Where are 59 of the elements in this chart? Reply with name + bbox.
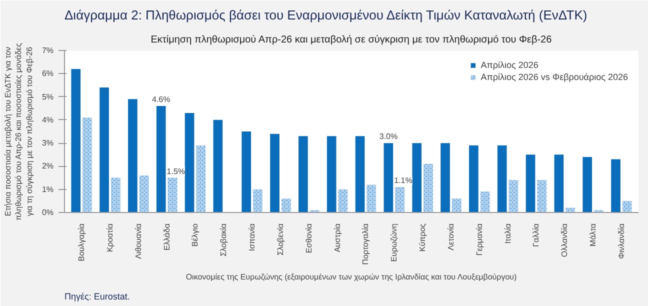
bar bbox=[184, 112, 194, 212]
x-tick-label: Κύπρος bbox=[418, 223, 428, 252]
bar bbox=[440, 143, 450, 212]
x-tick-label: Σλοβενία bbox=[276, 223, 285, 256]
bar bbox=[526, 154, 536, 212]
x-tick-label: Λιθουανία bbox=[134, 223, 143, 259]
x-tick-label: Βέλγιο bbox=[190, 222, 200, 247]
x-tick-label: Ισπανία bbox=[248, 223, 257, 252]
y-tick-label: 6% bbox=[42, 69, 54, 78]
x-tick-label: Εσθονία bbox=[304, 223, 314, 254]
x-tick-label: Ευρωζώνη bbox=[390, 223, 399, 262]
x-tick-label: Κροατία bbox=[105, 223, 114, 252]
bar bbox=[554, 154, 564, 212]
bar bbox=[582, 156, 592, 212]
bar bbox=[611, 159, 620, 212]
x-tick-label: Βουλγαρία bbox=[77, 223, 86, 262]
x-axis-title: Οικονομίες της Ευρωζώνης (εξαιρουμένων των χωρών της Ιρλανδίας και του Λουξεμβούργου) bbox=[186, 272, 518, 282]
x-tick-label: Ολλανδία bbox=[560, 223, 570, 258]
x-tick-label: Σλοβακία bbox=[219, 223, 228, 256]
bar bbox=[326, 136, 336, 212]
bar bbox=[213, 120, 223, 212]
x-tick-label: Λετονία bbox=[446, 223, 456, 250]
annotation: 1.5% bbox=[166, 166, 186, 176]
x-tick-label: Φινλανδία bbox=[616, 223, 626, 260]
bar bbox=[71, 69, 81, 212]
legend-label: Απρίλιος 2026 vs Φεβρουάριος 2026 bbox=[480, 72, 628, 82]
chart-title: Διάγραμμα 2: Πληθωρισμός βάσει του Εναρμονισμένου Δείκτη Τιμών Καταναλωτή (ΕνΔΤΚ) bbox=[64, 8, 588, 22]
annotation: 4.6% bbox=[152, 95, 170, 104]
y-tick-label: 5% bbox=[42, 92, 54, 102]
y-tick-label: 2% bbox=[42, 162, 54, 171]
y-tick-label: 4% bbox=[42, 115, 54, 124]
chart-subtitle: Εκτίμηση πληθωρισμού Απρ-26 και μεταβολή σε σύγκριση με τον πληθωρισμό του Φεβ-26 bbox=[150, 34, 552, 46]
y-tick-label: 7% bbox=[42, 46, 54, 55]
bar bbox=[497, 145, 507, 212]
x-tick-label: Πορτογαλία bbox=[361, 223, 370, 265]
bar bbox=[384, 143, 394, 212]
y-axis-title: Ετήσια ποσοστιαία μεταβολή του ΕνΔΤΚ για τον πληθωρισμό του Απρ-26 και ποσοστιαίες μονάδες για τη σύγκριση με τον πληθωρισμό του Φεβ-26 bbox=[3, 42, 34, 220]
x-tick-label: Γαλλία bbox=[532, 223, 541, 247]
y-tick-label: 3% bbox=[42, 138, 54, 148]
legend-label: Απρίλιος 2026 bbox=[480, 60, 538, 70]
x-tick-label: Γερμανία bbox=[474, 223, 484, 256]
bar bbox=[298, 136, 308, 212]
annotation: 1.1% bbox=[394, 176, 412, 186]
bar bbox=[469, 145, 478, 212]
bar bbox=[355, 136, 365, 212]
bar bbox=[100, 88, 109, 212]
bar bbox=[128, 99, 138, 212]
bar bbox=[156, 106, 166, 212]
bar bbox=[412, 143, 422, 212]
x-tick-label: Αυστρία bbox=[332, 223, 342, 252]
bar bbox=[242, 132, 252, 212]
text: Πηγές: Eurostat. bbox=[64, 292, 130, 302]
x-tick-label: Ιταλία bbox=[503, 223, 512, 244]
y-tick-label: 1% bbox=[42, 184, 54, 194]
annotation: 3.0% bbox=[379, 132, 398, 142]
x-tick-label: Μάλτα bbox=[588, 223, 598, 246]
y-tick-label: 0% bbox=[42, 208, 54, 217]
x-tick-label: Ελλάδα bbox=[162, 223, 172, 250]
bar bbox=[270, 134, 280, 212]
